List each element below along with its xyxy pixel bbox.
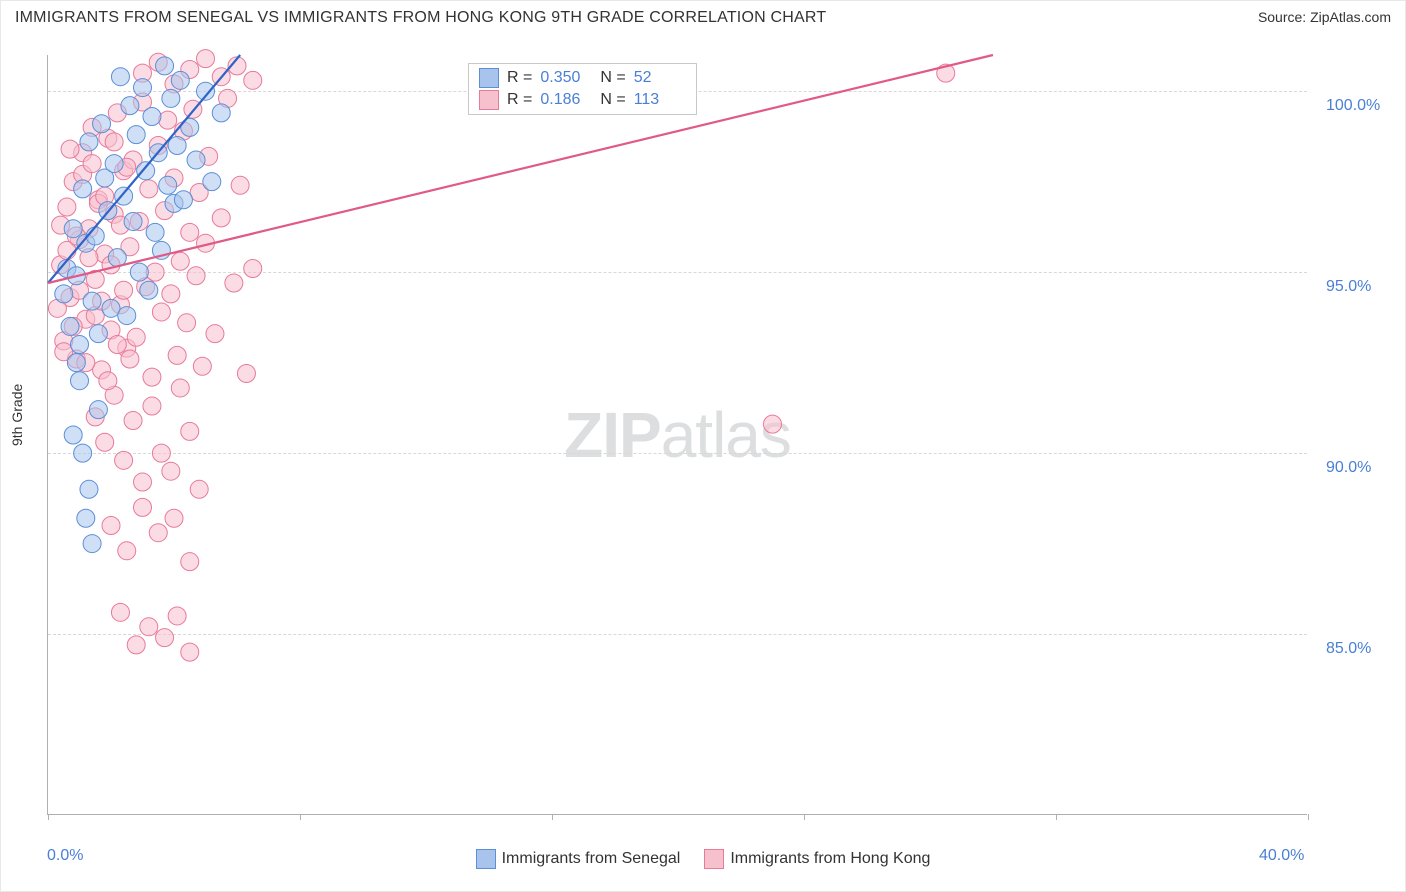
swatch-hongkong	[479, 90, 499, 110]
chart-container: IMMIGRANTS FROM SENEGAL VS IMMIGRANTS FR…	[0, 0, 1406, 892]
plot-area: ZIPatlas 85.0%90.0%95.0%100.0% R = 0.350…	[47, 55, 1307, 815]
swatch-senegal-icon	[476, 849, 496, 869]
source-attribution: Source: ZipAtlas.com	[1258, 9, 1391, 25]
legend-row-senegal: R = 0.350 N = 52	[479, 68, 686, 88]
swatch-hongkong-icon	[704, 849, 724, 869]
chart-title: IMMIGRANTS FROM SENEGAL VS IMMIGRANTS FR…	[15, 9, 826, 27]
correlation-legend: R = 0.350 N = 52 R = 0.186 N = 113	[468, 63, 697, 115]
series-legend: Immigrants from Senegal Immigrants from …	[1, 849, 1405, 869]
scatter-overlay	[48, 55, 1307, 814]
header: IMMIGRANTS FROM SENEGAL VS IMMIGRANTS FR…	[1, 1, 1405, 37]
legend-item-senegal: Immigrants from Senegal	[476, 849, 681, 869]
legend-row-hongkong: R = 0.186 N = 113	[479, 90, 686, 110]
swatch-senegal	[479, 68, 499, 88]
y-axis-label: 9th Grade	[9, 384, 25, 446]
legend-item-hongkong: Immigrants from Hong Kong	[704, 849, 930, 869]
